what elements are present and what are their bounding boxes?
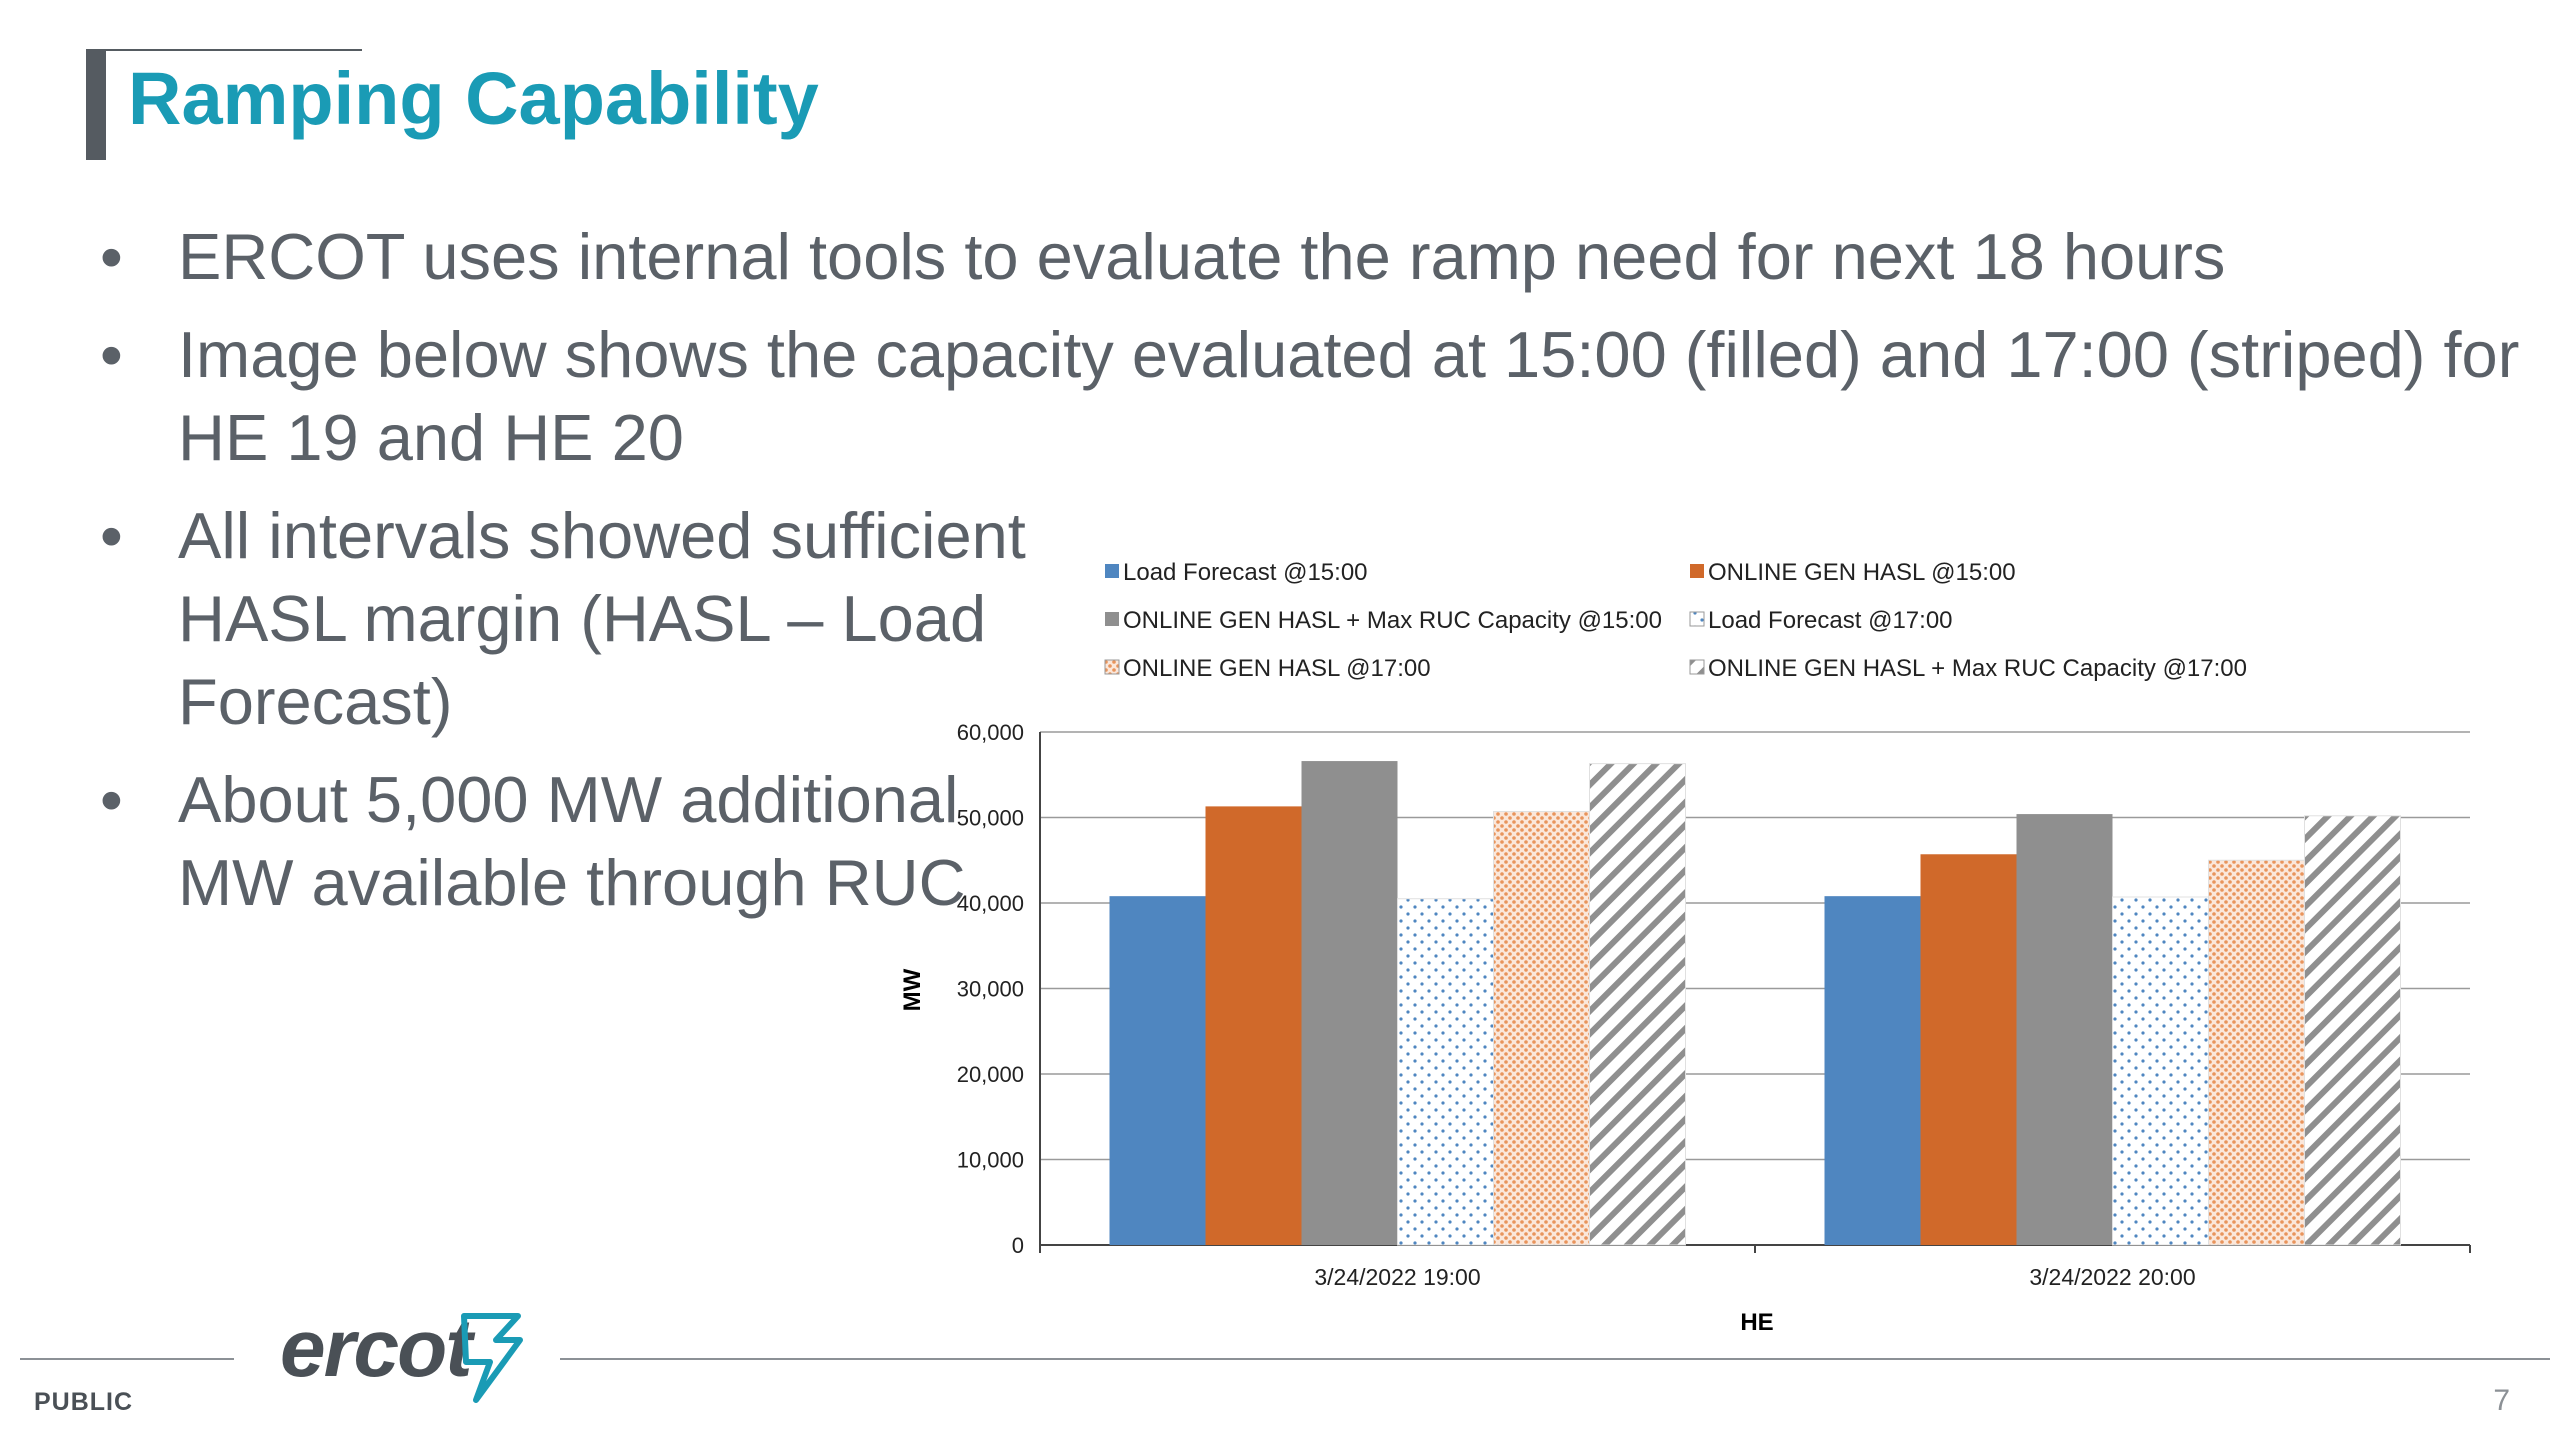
bullet-item: • All intervals showed sufficient HASL ma… <box>100 494 1038 743</box>
bullet-text: About 5,000 MW additional MW available t… <box>178 763 966 919</box>
bar <box>1205 806 1302 1245</box>
bar <box>1589 763 1686 1246</box>
title-accent-rule <box>86 49 362 51</box>
bullet-text: ERCOT uses internal tools to evaluate th… <box>178 220 2226 293</box>
bar <box>1493 811 1590 1246</box>
bullet-dot: • <box>100 499 123 572</box>
ercot-logo-icon <box>461 1313 523 1403</box>
page-number: 7 <box>2493 1384 2510 1417</box>
bullet-text: Image below shows the capacity evaluated… <box>178 318 2520 474</box>
bullet-item: • Image below shows the capacity evaluate… <box>100 313 2528 479</box>
y-axis-label: MW <box>899 968 926 1011</box>
legend-swatch <box>1104 659 1120 675</box>
bullet-list: • ERCOT uses internal tools to evaluate t… <box>100 215 2528 939</box>
bullet-dot: • <box>100 318 123 391</box>
public-label: PUBLIC <box>34 1388 134 1416</box>
x-tick-label: 3/24/2022 19:00 <box>1314 1264 1480 1290</box>
chart-legend: Load Forecast @15:00 ONLINE GEN HASL @15:… <box>1104 559 2247 682</box>
legend-label: Load Forecast @15:00 <box>1123 559 1368 586</box>
legend-swatch <box>1689 659 1705 675</box>
bar <box>2208 859 2305 1246</box>
y-tick-label: 30,000 <box>957 977 1024 1002</box>
bullet-dot: • <box>100 220 123 293</box>
footer-rule-left <box>20 1358 234 1360</box>
legend-swatch <box>1105 564 1119 578</box>
ercot-logo-text: ercot <box>280 1303 473 1394</box>
legend-label: ONLINE GEN HASL @17:00 <box>1123 655 1431 682</box>
bar <box>2112 896 2209 1246</box>
bullet-item: • About 5,000 MW additional MW available … <box>100 758 998 924</box>
bullet-text: All intervals showed sufficient HASL mar… <box>178 499 1026 738</box>
bar <box>1109 896 1206 1245</box>
chart-bars <box>1109 761 2401 1246</box>
legend-label: ONLINE GEN HASL + Max RUC Capacity @15:0… <box>1123 607 1662 634</box>
y-tick-label: 40,000 <box>957 891 1024 916</box>
bar <box>1397 898 1494 1246</box>
bar <box>1824 896 1921 1245</box>
capacity-bar-chart: Load Forecast @15:00 ONLINE GEN HASL @15:… <box>899 559 2471 1336</box>
bar <box>2016 814 2113 1245</box>
bar <box>1301 761 1398 1245</box>
y-tick-label: 60,000 <box>957 720 1024 745</box>
title-accent-bar <box>86 50 106 160</box>
y-tick-label: 50,000 <box>957 806 1024 831</box>
legend-swatch <box>1105 612 1119 626</box>
bullet-item: • ERCOT uses internal tools to evaluate t… <box>100 215 2528 298</box>
y-tick-label: 0 <box>1012 1233 1024 1258</box>
bar <box>2304 815 2401 1246</box>
y-tick-label: 10,000 <box>957 1148 1024 1173</box>
chart-axes: 0 10,000 20,000 30,000 40,000 50,000 60,000 3/2… <box>957 720 2471 1290</box>
legend-label: ONLINE GEN HASL @15:00 <box>1708 559 2016 586</box>
x-tick-label: 3/24/2022 20:00 <box>2029 1264 2195 1290</box>
legend-label: ONLINE GEN HASL + Max RUC Capacity @17:0… <box>1708 655 2247 682</box>
bar <box>1920 854 2017 1245</box>
slide-title: Ramping Capability <box>128 57 819 140</box>
y-tick-label: 20,000 <box>957 1062 1024 1087</box>
x-axis-label: HE <box>1740 1309 1773 1336</box>
legend-swatch <box>1690 564 1704 578</box>
bullet-dot: • <box>100 763 123 836</box>
footer-rule-right <box>560 1358 2550 1360</box>
legend-swatch <box>1689 611 1705 627</box>
legend-label: Load Forecast @17:00 <box>1708 607 1953 634</box>
